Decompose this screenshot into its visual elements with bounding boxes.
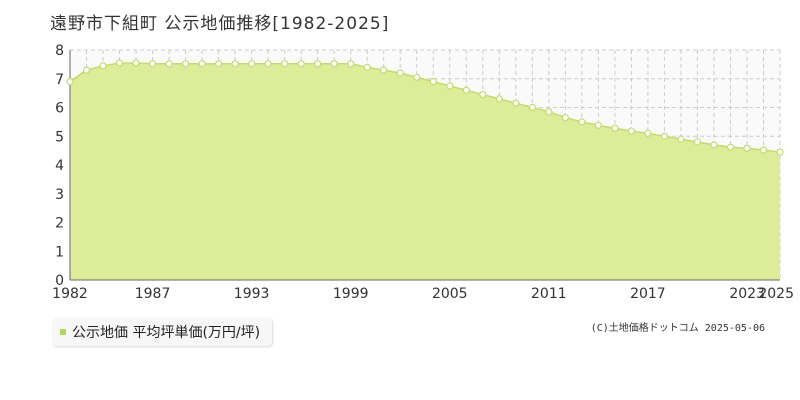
y-tick-label: 4 [55,158,64,174]
data-point [297,60,305,68]
area-fill [70,62,780,280]
data-point [132,59,140,67]
y-tick-label: 2 [55,216,64,232]
data-point [148,60,157,68]
data-point [479,90,487,99]
data-point [165,60,173,68]
data-point [248,60,256,68]
x-tick-label: 2023 [729,286,765,302]
data-point [446,82,454,90]
data-point [396,69,404,77]
data-point [611,124,619,132]
y-tick-label: 1 [55,244,64,260]
data-point [429,78,437,86]
data-point [281,60,289,68]
x-tick-label: 2017 [630,286,666,302]
data-point [82,66,91,74]
data-point [693,138,702,146]
data-point [512,99,520,107]
data-point [198,60,206,68]
data-point [363,63,371,71]
data-point [462,86,470,94]
data-point [314,60,322,68]
data-point [115,59,124,67]
data-point [495,95,503,103]
y-tick-label: 6 [55,101,64,117]
data-point [578,118,586,126]
x-tick-label: 2011 [531,286,567,302]
data-point [594,121,602,129]
data-point [743,144,751,152]
chart-title: 遠野市下組町 公示地価推移[1982-2025] [50,14,390,34]
data-point [660,132,669,140]
data-point [759,146,768,154]
legend-swatch [60,329,66,335]
y-tick-label: 7 [55,72,64,88]
axis-layer [69,50,780,281]
data-point [347,60,355,68]
data-point [215,60,223,68]
y-tick-label: 3 [55,187,64,203]
data-point [264,60,272,68]
x-tick-label: 1987 [135,286,171,302]
data-point [66,78,74,86]
data-point [181,60,190,68]
x-tick-label: 1999 [333,286,369,302]
x-tick-label: 1993 [234,286,270,302]
data-point [413,73,421,81]
marker-layer [66,59,784,156]
y-tick-labels: 0 1 2 3 4 5 6 7 8 [55,43,64,289]
y-tick-label: 8 [55,43,64,59]
data-point [545,108,553,116]
x-tick-label: 2025 [758,286,794,302]
copyright-credit: (C)土地価格ドットコム 2025-05-06 [590,323,765,334]
data-point [677,135,685,143]
y-tick-label: 0 [55,273,64,289]
data-point [561,113,569,122]
data-point [528,103,536,112]
data-point [726,143,735,151]
data-point [99,62,107,70]
y-tick-label: 5 [55,129,64,145]
data-point [330,60,338,68]
data-point [644,129,652,137]
legend-label: 公示地価 平均坪単価(万円/坪) [72,325,261,341]
data-point [231,60,239,68]
x-tick-label: 1982 [52,286,88,302]
legend: 公示地価 平均坪単価(万円/坪) [52,318,273,346]
data-point [710,141,718,149]
data-point [776,148,784,156]
data-point [380,66,388,74]
x-tick-label: 2005 [432,286,468,302]
data-point [627,127,635,135]
